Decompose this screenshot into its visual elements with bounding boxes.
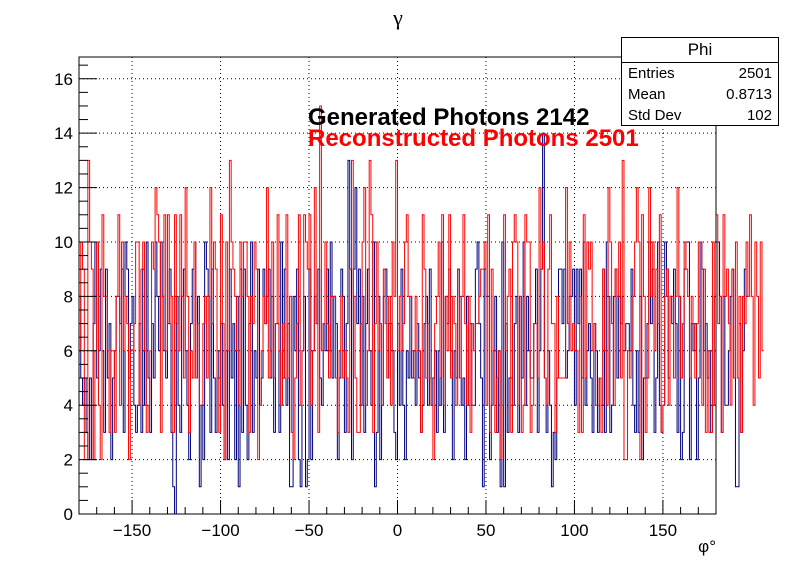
y-tick-label: 10	[54, 233, 73, 252]
chart-title: γ	[392, 5, 403, 30]
histogram-series	[79, 105, 764, 515]
stats-value: 102	[746, 107, 772, 124]
y-tick-label: 6	[64, 342, 73, 361]
y-tick-label: 8	[64, 287, 73, 306]
stats-label: Std Dev	[628, 107, 682, 124]
x-axis-label: φ°	[698, 537, 716, 556]
stats-value: 0.8713	[726, 86, 772, 103]
y-tick-label: 14	[54, 124, 73, 143]
y-tick-label: 4	[64, 396, 73, 415]
y-tick-label: 0	[64, 505, 73, 524]
stats-row-std-dev: Std Dev 102	[628, 105, 772, 127]
stats-row-mean: Mean 0.8713	[628, 84, 772, 106]
series-generated-line	[79, 132, 748, 515]
series-reconstructed-line	[79, 105, 764, 461]
stats-row-entries: Entries 2501	[628, 63, 772, 85]
x-tick-label: 50	[477, 521, 496, 540]
y-tick-label: 12	[54, 179, 73, 198]
x-tick-label: 100	[560, 521, 588, 540]
annotation-generated-photons: Generated Photons 2142	[308, 104, 589, 131]
stats-label: Entries	[628, 65, 675, 82]
stats-label: Mean	[628, 86, 666, 103]
x-tick-label: 0	[393, 521, 402, 540]
stats-box: Phi Entries 2501 Mean 0.8713 Std Dev 102	[621, 37, 779, 126]
axes: −150 −100 −50 0 50 100 150 0 2 4 6 8 10 12 14 16	[54, 64, 699, 540]
stats-title: Phi	[622, 38, 778, 63]
y-tick-label: 16	[54, 70, 73, 89]
y-tick-label: 2	[64, 451, 73, 470]
x-tick-label: −100	[201, 521, 239, 540]
x-tick-label: −50	[295, 521, 324, 540]
annotation-reconstructed-photons: Reconstructed Photons 2501	[308, 125, 639, 152]
x-tick-label: −150	[113, 521, 151, 540]
x-tick-label: 150	[649, 521, 677, 540]
stats-value: 2501	[738, 65, 772, 82]
